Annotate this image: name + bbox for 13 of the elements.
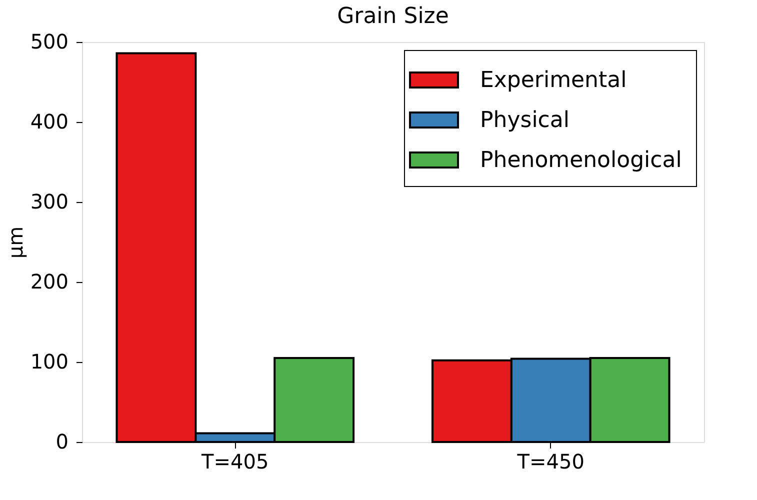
legend-label: Experimental — [480, 68, 627, 93]
x-tick-label: T=405 — [200, 450, 269, 474]
legend-label: Phenomenological — [480, 148, 682, 173]
y-tick-label: 300 — [30, 190, 68, 214]
y-tick-label: 0 — [56, 430, 68, 454]
chart-title: Grain Size — [337, 4, 449, 29]
x-tick-label: T=450 — [516, 450, 584, 474]
y-tick-label: 500 — [30, 30, 68, 54]
y-tick-label: 400 — [30, 110, 68, 134]
y-tick-label: 100 — [30, 350, 68, 374]
y-tick-label: 200 — [30, 270, 68, 294]
y-axis-title: μm — [3, 226, 28, 259]
legend-label: Physical — [480, 108, 570, 133]
